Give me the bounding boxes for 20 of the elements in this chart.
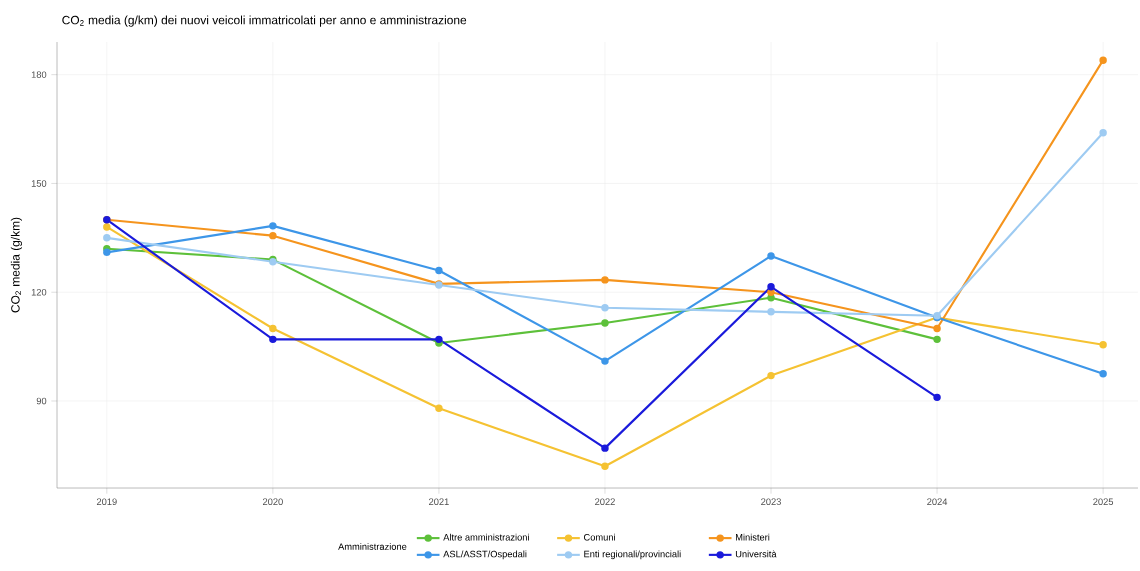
y-axis-title: CO$_{2}$ media (g/km) bbox=[10, 217, 23, 313]
x-tick-label: 2021 bbox=[429, 498, 449, 505]
x-tick-label: 2025 bbox=[1093, 498, 1114, 505]
legend-label: Comuni bbox=[584, 533, 615, 541]
x-tick-label: 2024 bbox=[927, 498, 948, 505]
y-tick-label: 90 bbox=[36, 397, 47, 405]
x-tick-label: 2019 bbox=[96, 498, 117, 505]
y-tick-label: 150 bbox=[31, 180, 47, 187]
y-tick-label: 120 bbox=[31, 288, 47, 296]
legend-label: Università bbox=[735, 550, 777, 558]
x-tick-label: 2022 bbox=[595, 498, 615, 505]
legend-label: Ministeri bbox=[736, 533, 770, 541]
legend-title: Amministrazione bbox=[338, 543, 407, 550]
legend-label: Altre amministrazioni bbox=[443, 533, 529, 541]
x-tick-label: 2023 bbox=[761, 498, 781, 505]
chart-title: CO$_{2}$ media (g/km) dei nuovi veicoli immatricolati per anno e amministrazione bbox=[62, 15, 467, 27]
x-tick-label: 2020 bbox=[262, 498, 283, 505]
y-tick-label: 180 bbox=[31, 71, 47, 78]
legend-label: ASL/ASST/Ospedali bbox=[443, 550, 527, 560]
legend-label: Enti regionali/provinciali bbox=[584, 550, 681, 560]
